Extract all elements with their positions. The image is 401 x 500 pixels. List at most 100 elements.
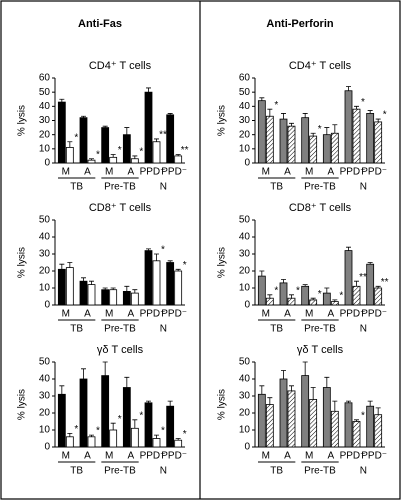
y-axis-label: % lysis (17, 247, 28, 278)
y-tick-label: 0 (244, 158, 250, 169)
error-bar (281, 279, 286, 283)
bar (322, 387, 331, 448)
bar (79, 117, 88, 164)
bar (109, 429, 118, 448)
bar (330, 132, 339, 164)
y-tick-label: 0 (244, 442, 250, 453)
error-bar (375, 407, 381, 415)
bar (79, 280, 88, 306)
bar (122, 290, 131, 306)
error-bar (146, 248, 151, 251)
bar (122, 387, 131, 448)
bar (152, 141, 161, 164)
group-label: TB (270, 466, 283, 477)
x-tick-label: PPD⁻ (361, 451, 387, 462)
group-label: TB (270, 324, 283, 335)
error-bar (124, 127, 130, 135)
y-tick-label: 50 (239, 215, 251, 226)
x-tick-label: A (127, 167, 134, 178)
error-bar (346, 400, 351, 403)
error-bar (267, 397, 273, 405)
x-tick-label: M (262, 167, 270, 178)
error-bar (132, 155, 138, 159)
x-tick-label: PPD⁻ (361, 167, 387, 178)
bar (279, 378, 288, 448)
error-bar (154, 138, 159, 142)
y-tick-label: 30 (39, 249, 51, 260)
x-tick-label: M (262, 309, 270, 320)
bar (101, 375, 110, 448)
bar (101, 289, 110, 306)
x-tick-label: PPD⁻ (161, 451, 187, 462)
error-bar (89, 280, 94, 285)
x-tick-label: PPD⁺ (340, 451, 366, 462)
error-bar (324, 376, 330, 388)
error-bar (267, 294, 273, 299)
significance-mark: * (318, 289, 322, 300)
significance-mark: * (383, 110, 387, 121)
bar (374, 414, 383, 448)
bar (279, 282, 288, 306)
x-tick-label: PPD⁺ (140, 167, 166, 178)
bar (352, 421, 361, 448)
error-bar (354, 105, 359, 110)
error-bar (289, 122, 294, 127)
y-tick-label: 40 (239, 101, 251, 112)
x-tick-label: M (62, 309, 70, 320)
bar (57, 101, 66, 164)
error-bar (324, 127, 330, 135)
bar (130, 427, 139, 448)
bar (109, 289, 118, 306)
y-tick-label: 30 (239, 115, 251, 126)
bar (257, 275, 266, 306)
x-tick-label: PPD⁻ (161, 167, 187, 178)
error-bar (59, 385, 65, 395)
group-label: Pre-TB (104, 182, 136, 193)
significance-mark: * (296, 285, 300, 296)
x-tick-label: PPD⁺ (340, 167, 366, 178)
x-tick-label: A (84, 309, 91, 320)
error-bar (59, 98, 65, 103)
error-bar (375, 285, 381, 288)
significance-mark: * (274, 100, 278, 111)
y-tick-label: 50 (239, 87, 251, 98)
x-tick-label: PPD⁺ (140, 309, 166, 320)
group-label: Pre-TB (104, 466, 136, 477)
y-tick-label: 0 (44, 158, 50, 169)
x-tick-label: A (84, 167, 91, 178)
x-tick-label: PPD⁻ (361, 309, 387, 320)
y-tick-label: 40 (39, 101, 51, 112)
x-tick-label: PPD⁻ (161, 309, 187, 320)
y-tick-label: 20 (239, 129, 251, 140)
error-bar (110, 154, 116, 158)
y-tick-label: 30 (39, 391, 51, 402)
error-bar (132, 289, 138, 294)
group-label: TB (70, 466, 83, 477)
significance-mark: * (74, 132, 78, 143)
bar (130, 292, 139, 306)
error-bar (324, 287, 330, 294)
significance-mark: ** (159, 130, 167, 141)
significance-mark: * (183, 260, 187, 271)
significance-mark: * (96, 149, 100, 160)
error-bar (259, 97, 265, 101)
bar (287, 125, 296, 164)
bar (344, 250, 353, 306)
y-tick-label: 0 (44, 442, 50, 453)
x-tick-label: A (284, 167, 291, 178)
error-bar (167, 260, 173, 263)
group-label: TB (70, 182, 83, 193)
significance-mark: * (139, 147, 143, 158)
bar (330, 301, 339, 306)
y-tick-label: 10 (39, 143, 51, 154)
error-bar (354, 419, 359, 422)
bar (65, 267, 74, 306)
x-tick-label: A (327, 167, 334, 178)
bar (344, 402, 353, 448)
chart-title: CD8⁺ T cells (289, 202, 352, 214)
error-bar (89, 158, 94, 161)
error-bar (346, 86, 351, 91)
error-bar (289, 294, 294, 299)
error-bar (302, 284, 308, 287)
